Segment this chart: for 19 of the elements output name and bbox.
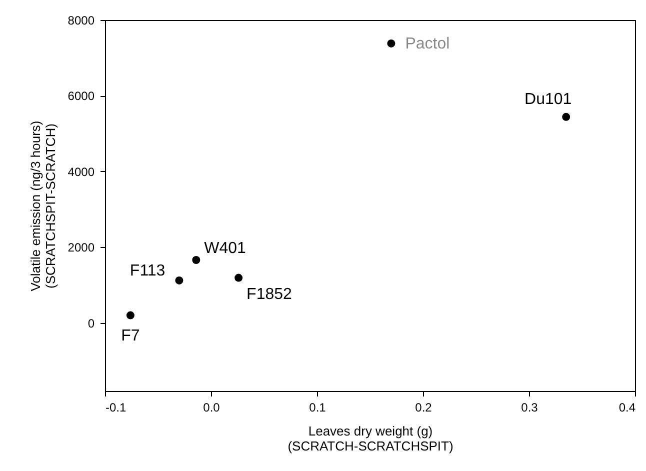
annotation: W401 bbox=[204, 240, 246, 258]
annotation: F1852 bbox=[246, 286, 292, 303]
x-tick-label: 0.1 bbox=[309, 400, 326, 414]
x-tick-label: 0.3 bbox=[521, 400, 538, 414]
annotation: F7 bbox=[121, 327, 140, 344]
annotation: Du101 bbox=[524, 90, 572, 108]
x-tick-label: 0.0 bbox=[203, 400, 220, 414]
x-axis-title: Leaves dry weight (g) (SCRATCH-SCRATCHSPIT) bbox=[288, 424, 454, 454]
y-tick-label: 2000 bbox=[68, 240, 95, 255]
y-axis-title: Volatile emission (ng/3 hours) (SCRATCHSPIT-SCRATCH) bbox=[28, 120, 58, 292]
y-tick-label: 4000 bbox=[68, 164, 95, 179]
y-tick-label: 0 bbox=[88, 316, 95, 330]
y-tick-label: 6000 bbox=[68, 89, 95, 104]
x-tick-label: -0.1 bbox=[106, 400, 127, 414]
x-tick-label: 0.4 bbox=[618, 400, 636, 414]
y-tick-label: 8000 bbox=[68, 14, 95, 28]
annotation: Pactol bbox=[405, 35, 450, 52]
annotation: F113 bbox=[130, 262, 166, 280]
x-tick-label: 0.2 bbox=[415, 400, 432, 414]
